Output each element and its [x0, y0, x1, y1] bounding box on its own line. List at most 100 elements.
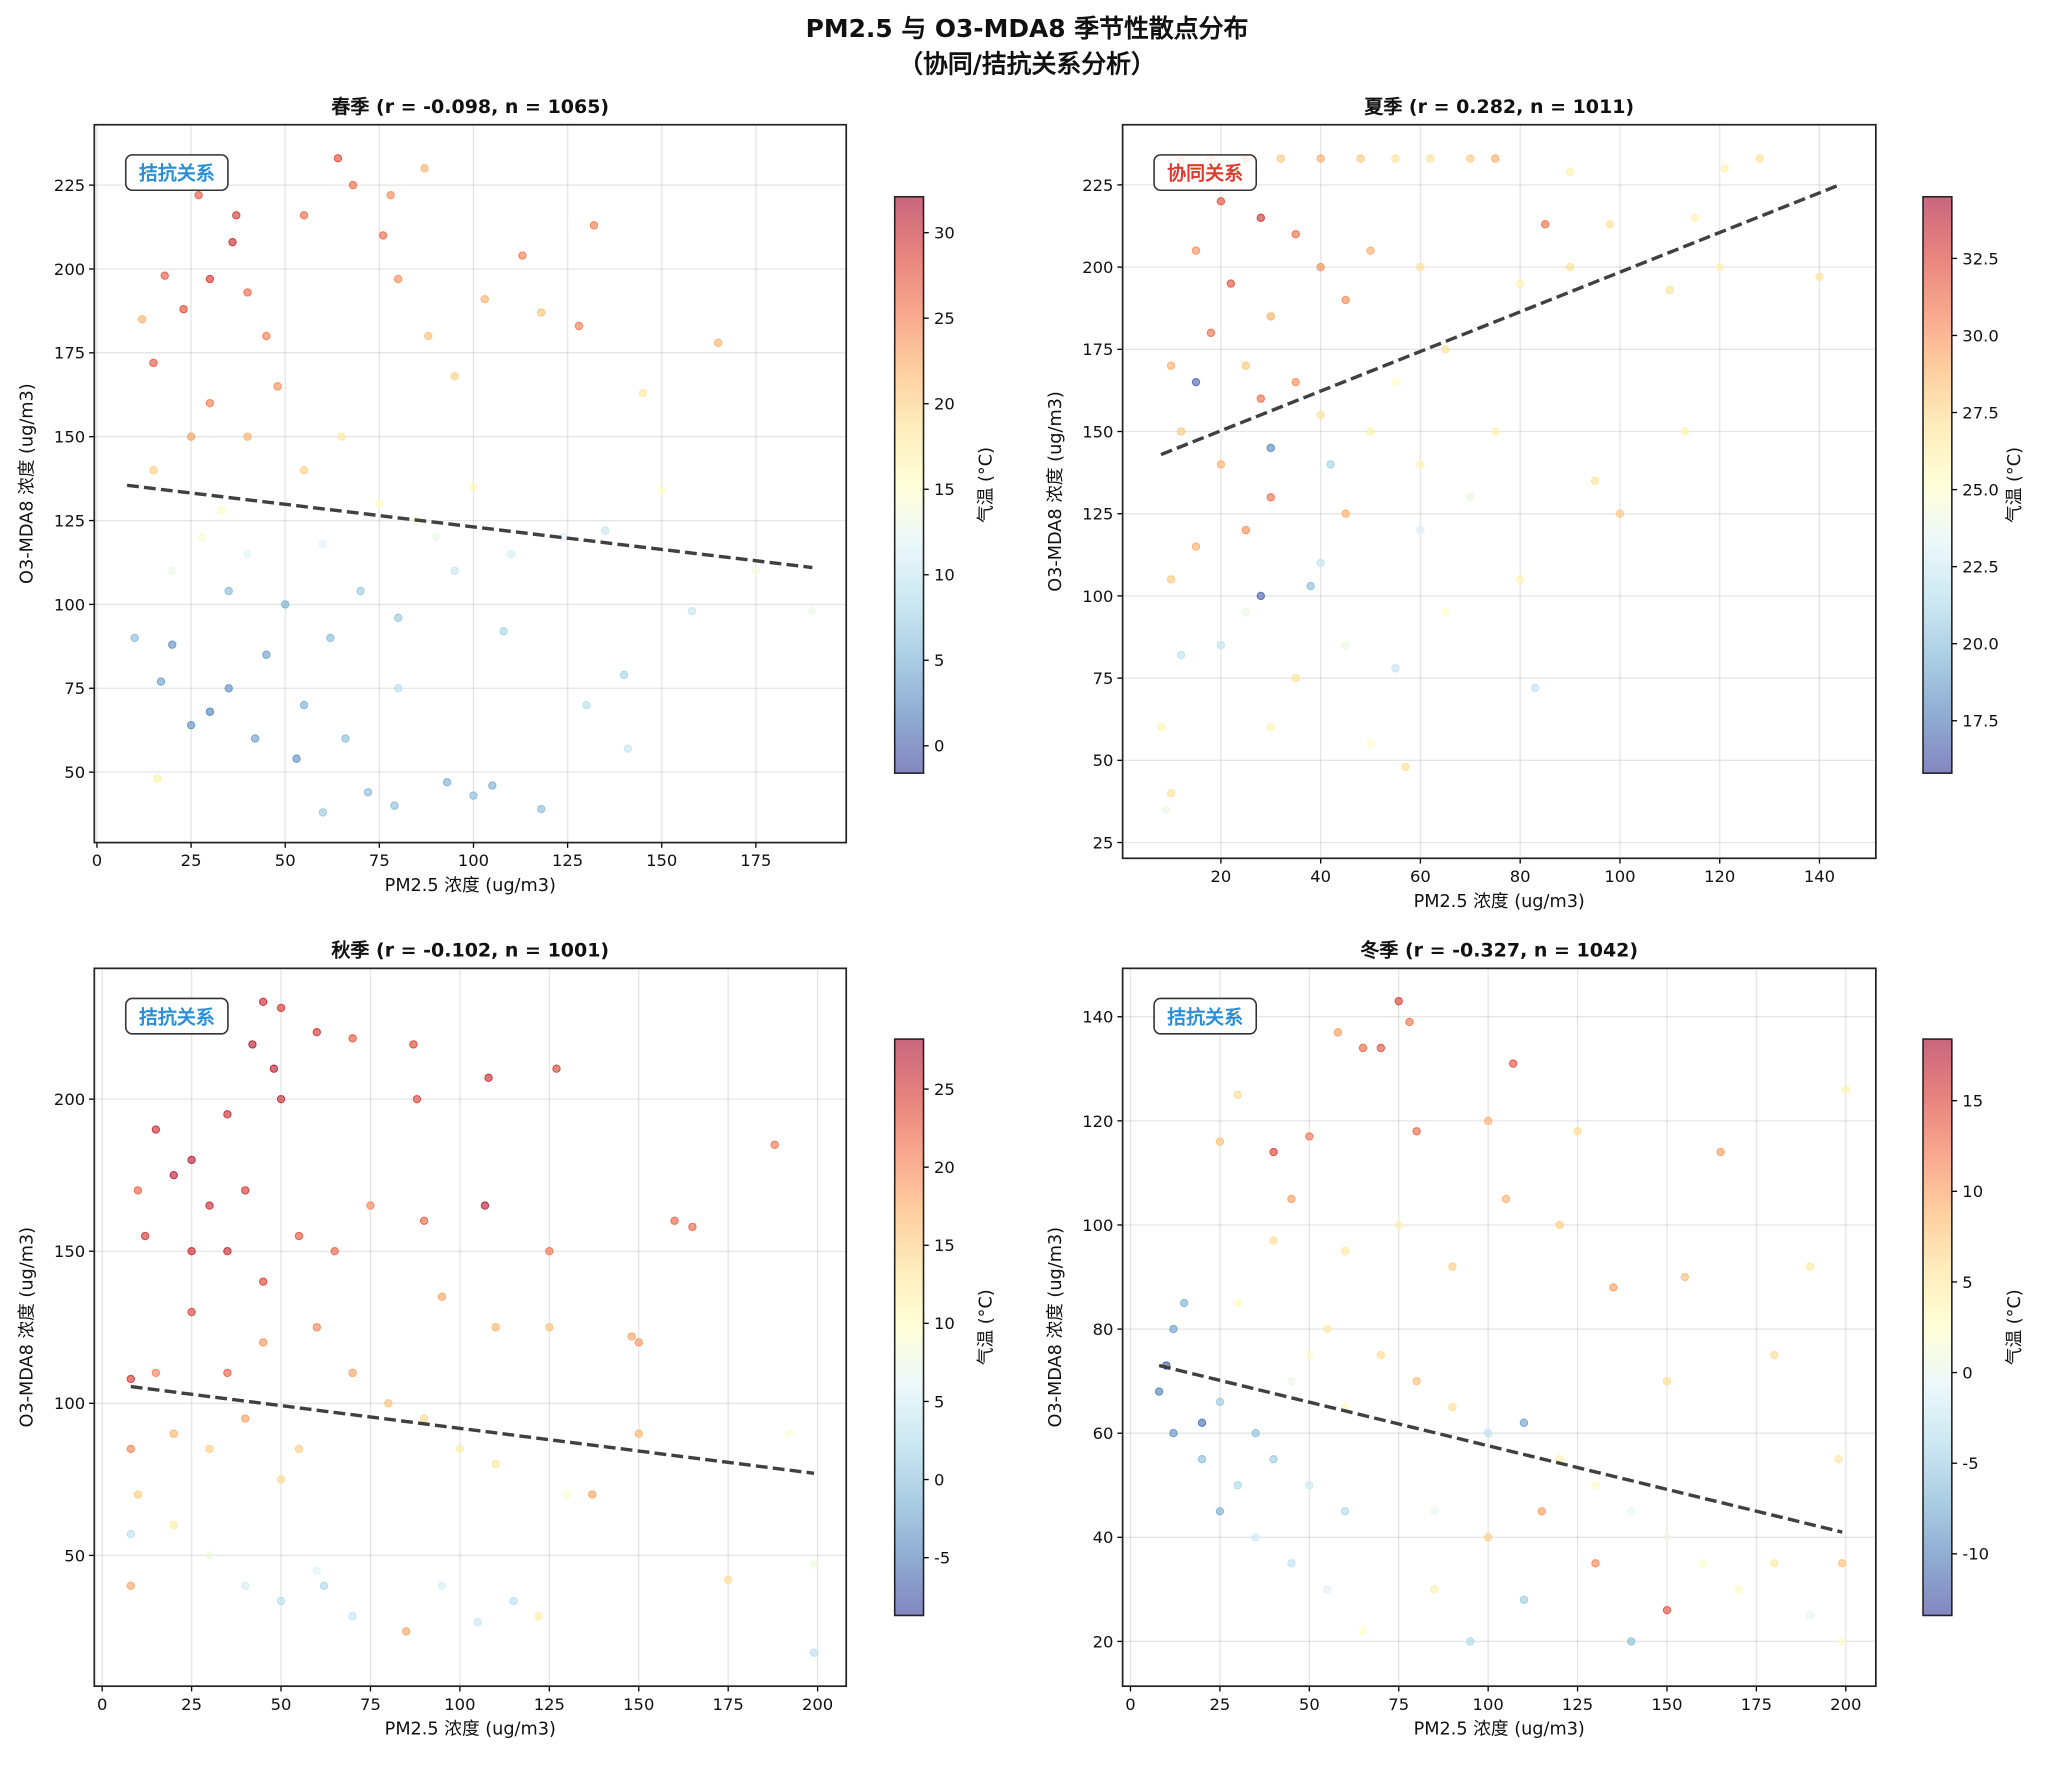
data-point: [1508, 1059, 1518, 1068]
data-point: [348, 1612, 357, 1621]
colorbar-frame: [1922, 1038, 1953, 1617]
y-tick-label: 100: [54, 595, 85, 614]
data-point: [634, 1429, 643, 1438]
data-point: [153, 774, 162, 784]
data-point: [348, 180, 358, 190]
data-point: [179, 305, 188, 314]
data-point: [1215, 1507, 1225, 1516]
data-point: [488, 781, 497, 790]
data-point: [1555, 1220, 1564, 1230]
colorbar-tick-label: 32.5: [1962, 249, 1998, 268]
data-point: [1226, 279, 1236, 288]
annotation-box: [124, 997, 229, 1035]
data-point: [258, 997, 268, 1006]
data-point: [1565, 167, 1575, 176]
data-point: [1191, 246, 1201, 255]
data-point: [217, 506, 226, 515]
data-point: [393, 274, 403, 284]
data-point: [1591, 1559, 1600, 1568]
data-point: [299, 211, 309, 220]
data-point: [809, 1648, 819, 1657]
data-point: [1266, 443, 1275, 453]
colorbar-tick-label: 0: [934, 1470, 944, 1489]
x-tick-label: 100: [458, 851, 489, 870]
data-point: [1590, 476, 1600, 486]
x-tick-label: 200: [1830, 1695, 1861, 1714]
data-point: [241, 1581, 250, 1591]
data-point: [1156, 723, 1166, 732]
data-point: [582, 700, 591, 710]
data-point: [506, 549, 516, 559]
data-point: [1838, 1637, 1847, 1646]
data-point: [1326, 460, 1335, 469]
data-point: [491, 1459, 500, 1469]
colorbar-label: 气温 (°C): [2004, 1289, 2025, 1365]
data-point: [1366, 739, 1375, 749]
data-point: [469, 482, 478, 492]
data-point: [1216, 460, 1226, 469]
data-point: [378, 231, 388, 240]
colorbar-tick-label: 15: [934, 1236, 955, 1255]
data-point: [634, 1338, 643, 1347]
data-point: [1166, 789, 1176, 798]
data-point: [545, 1247, 554, 1256]
data-point: [480, 294, 489, 304]
y-tick-label: 20: [1093, 1632, 1114, 1651]
data-point: [241, 1414, 250, 1423]
data-point: [1412, 1127, 1421, 1136]
axes-frame: [1121, 967, 1877, 1688]
data-point: [1720, 164, 1729, 173]
data-point: [723, 1575, 733, 1584]
x-tick-label: 40: [1310, 867, 1331, 886]
data-point: [1540, 220, 1550, 229]
data-point: [1266, 493, 1275, 502]
data-point: [1376, 1350, 1386, 1360]
data-point: [1841, 1085, 1850, 1094]
data-point: [424, 331, 433, 341]
data-point: [1341, 641, 1350, 650]
data-point: [1323, 1585, 1332, 1594]
data-point: [1815, 272, 1824, 282]
colorbar-tick-label: 0: [934, 737, 944, 756]
data-point: [1466, 154, 1475, 163]
data-point: [248, 1040, 257, 1049]
y-axis-label: O3-MDA8 浓度 (ug/m3): [1045, 1227, 1066, 1428]
data-point: [1491, 427, 1500, 436]
data-point: [1416, 525, 1425, 535]
data-point: [545, 1323, 554, 1332]
data-point: [149, 466, 158, 475]
colorbar-tick-label: 25: [934, 1080, 955, 1099]
data-point: [1256, 394, 1265, 403]
trend-line: [1160, 183, 1841, 457]
y-tick-label: 25: [1093, 833, 1114, 852]
data-point: [205, 1551, 214, 1560]
x-tick-label: 80: [1510, 867, 1531, 886]
data-point: [1256, 591, 1265, 601]
data-point: [1770, 1350, 1779, 1360]
data-point: [784, 1429, 794, 1438]
y-tick-label: 75: [1093, 669, 1114, 688]
colorbar-tick-label: 15: [934, 480, 955, 499]
x-tick-label: 25: [181, 1695, 202, 1714]
data-point: [450, 372, 459, 381]
data-point: [348, 1368, 357, 1378]
data-point: [169, 1170, 178, 1180]
data-point: [258, 1338, 268, 1347]
y-tick-label: 40: [1093, 1528, 1114, 1547]
x-tick-label: 200: [802, 1695, 833, 1714]
data-point: [386, 190, 395, 200]
data-point: [1376, 1043, 1386, 1053]
colorbar-tick-label: 30.0: [1962, 326, 1998, 345]
colorbar-tick-label: 22.5: [1962, 558, 1998, 577]
colorbar-label: 气温 (°C): [976, 1289, 997, 1365]
figure-title-line1: PM2.5 与 O3-MDA8 季节性散点分布: [806, 14, 1249, 43]
data-point: [384, 1399, 393, 1408]
x-tick-label: 50: [1299, 1695, 1320, 1714]
data-point: [1287, 1559, 1296, 1568]
y-tick-label: 175: [1082, 340, 1113, 359]
data-point: [232, 211, 241, 220]
data-point: [1391, 154, 1400, 163]
annotation-box: [1153, 154, 1258, 192]
y-tick-label: 100: [1082, 587, 1113, 606]
